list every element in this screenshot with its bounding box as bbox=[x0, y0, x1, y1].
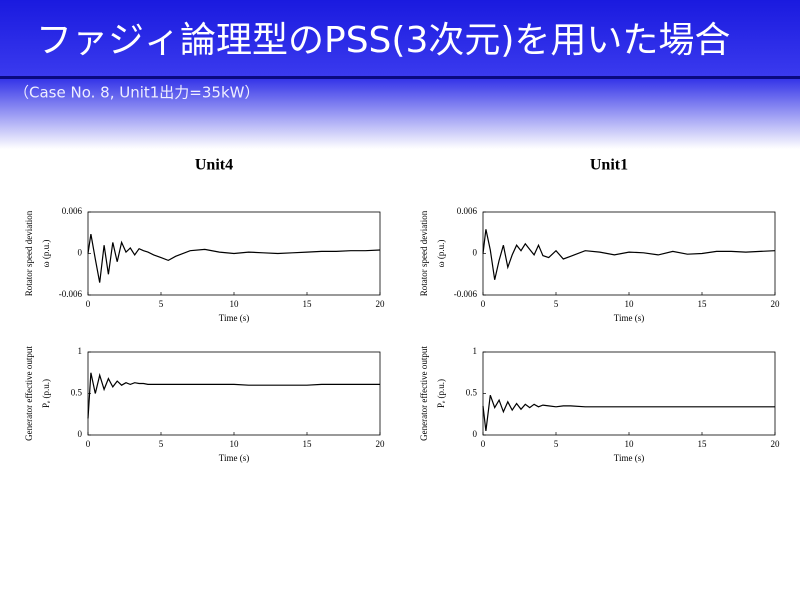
plot-frame bbox=[482, 211, 776, 296]
x-axis-label: Time (s) bbox=[614, 313, 644, 323]
data-line bbox=[482, 229, 776, 280]
chart-title: Unit4 bbox=[195, 157, 233, 174]
header-fade bbox=[0, 79, 800, 149]
slide-title: ファジィ論理型のPSS(3次元)を用いた場合 bbox=[36, 20, 730, 61]
x-tick-label: 5 bbox=[159, 439, 164, 449]
y-tick-label: 0 bbox=[78, 429, 83, 439]
plot-frame bbox=[87, 351, 381, 436]
x-tick-label: 15 bbox=[303, 439, 313, 449]
x-tick-label: 5 bbox=[554, 439, 559, 449]
data-line bbox=[482, 394, 775, 431]
x-tick-label: 20 bbox=[771, 439, 781, 449]
header-rule bbox=[0, 76, 800, 79]
y-tick-label: -0.006 bbox=[59, 289, 83, 299]
y-tick-label: 0 bbox=[78, 248, 83, 258]
y-tick-label: 0 bbox=[473, 248, 478, 258]
x-tick-label: 15 bbox=[698, 299, 708, 309]
y-tick-label: 0.5 bbox=[71, 388, 83, 398]
y-axis-label: Pₑ (p.u.) bbox=[41, 379, 51, 408]
y-axis-label: Rotator speed deviation bbox=[24, 210, 34, 296]
x-tick-label: 0 bbox=[86, 439, 91, 449]
plot-frame bbox=[482, 351, 776, 436]
x-tick-label: 5 bbox=[554, 299, 559, 309]
slide-subtitle: （Case No. 8, Unit1出力=35kW） bbox=[14, 84, 259, 102]
x-tick-label: 15 bbox=[303, 299, 313, 309]
y-tick-label: -0.006 bbox=[454, 289, 478, 299]
x-tick-label: 20 bbox=[771, 299, 781, 309]
x-tick-label: 20 bbox=[376, 299, 386, 309]
y-axis-label: ω (p.u.) bbox=[436, 240, 446, 268]
y-tick-label: 0.006 bbox=[62, 206, 83, 216]
y-tick-label: 0 bbox=[473, 429, 478, 439]
x-tick-label: 10 bbox=[230, 439, 240, 449]
y-axis-label: Rotator speed deviation bbox=[419, 210, 429, 296]
x-axis-label: Time (s) bbox=[219, 453, 249, 463]
x-axis-label: Time (s) bbox=[219, 313, 249, 323]
y-tick-label: 0.006 bbox=[457, 206, 478, 216]
x-tick-label: 10 bbox=[625, 299, 635, 309]
chart-title: Unit1 bbox=[590, 157, 628, 174]
data-line bbox=[87, 233, 381, 283]
header-band bbox=[0, 0, 800, 76]
x-tick-label: 5 bbox=[159, 299, 164, 309]
y-axis-label: Generator effective output bbox=[419, 346, 429, 441]
x-tick-label: 15 bbox=[698, 439, 708, 449]
y-axis-label: Generator effective output bbox=[24, 346, 34, 441]
y-tick-label: 1 bbox=[78, 346, 83, 356]
x-tick-label: 10 bbox=[625, 439, 635, 449]
x-tick-label: 10 bbox=[230, 299, 240, 309]
x-axis-label: Time (s) bbox=[614, 453, 644, 463]
x-tick-label: 0 bbox=[86, 299, 91, 309]
x-tick-label: 0 bbox=[481, 299, 486, 309]
y-tick-label: 0.5 bbox=[466, 388, 478, 398]
y-axis-label: ω (p.u.) bbox=[41, 240, 51, 268]
data-line bbox=[87, 372, 380, 419]
y-tick-label: 1 bbox=[473, 346, 478, 356]
y-axis-label: Pₑ (p.u.) bbox=[436, 379, 446, 408]
x-tick-label: 0 bbox=[481, 439, 486, 449]
x-tick-label: 20 bbox=[376, 439, 386, 449]
